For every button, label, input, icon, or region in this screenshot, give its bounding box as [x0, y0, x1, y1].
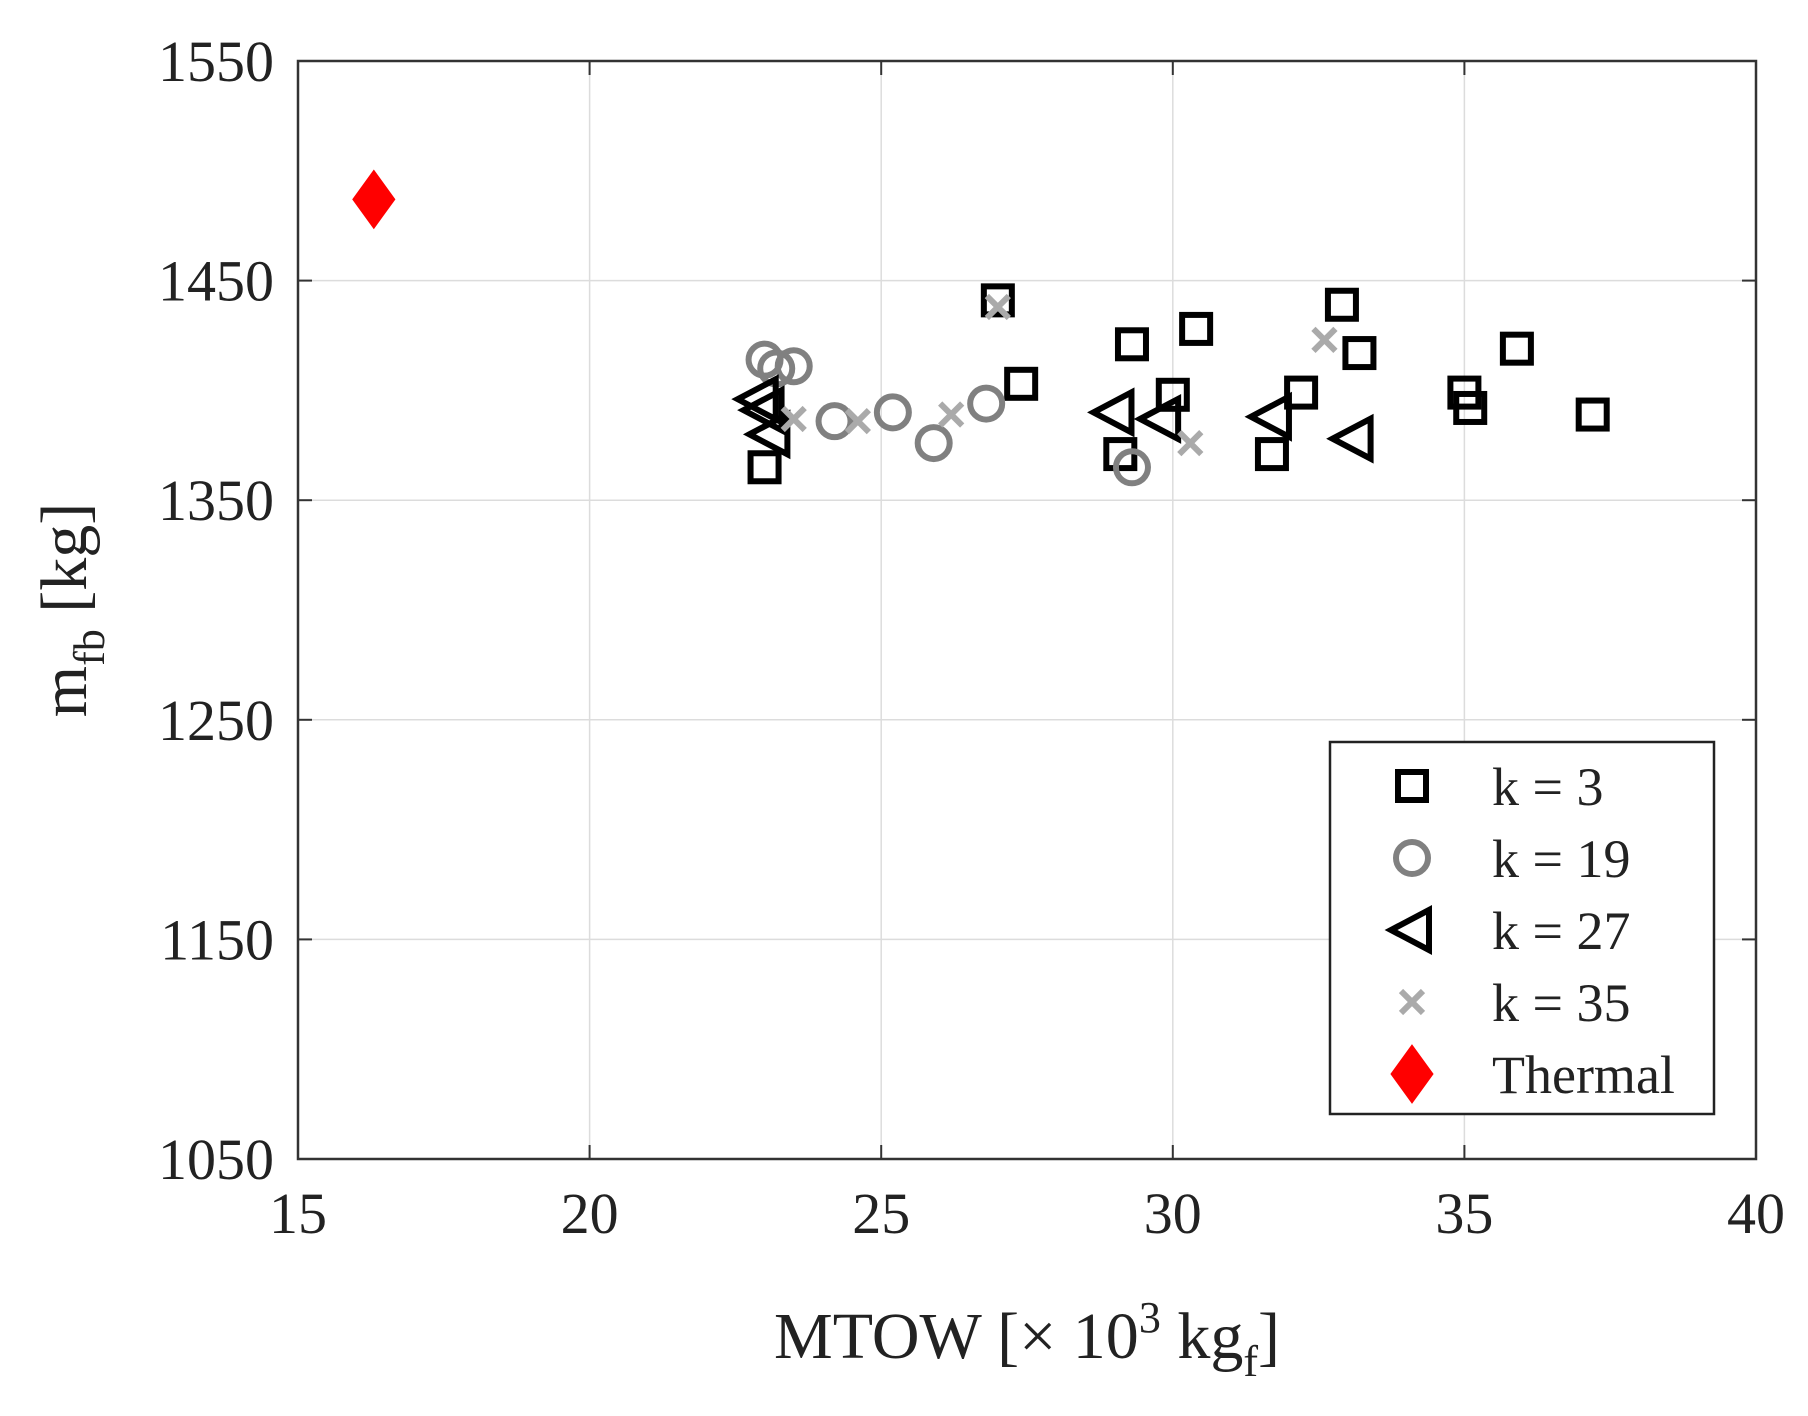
data-point-square [1155, 377, 1190, 412]
series-group [352, 169, 396, 230]
data-points [352, 169, 1610, 487]
legend-marker-x [1398, 988, 1426, 1016]
legend-marker-triangle-left [1384, 905, 1432, 955]
legend-item: k = 35 [1398, 973, 1630, 1033]
data-point-triangle-left [731, 374, 779, 425]
data-point-square [1324, 287, 1359, 322]
data-point-square [747, 450, 782, 485]
data-point-circle [873, 393, 912, 432]
data-point-square [1499, 331, 1534, 366]
data-point-triangle-left [742, 409, 791, 460]
legend-item: Thermal [1390, 1044, 1675, 1105]
data-point-square [1453, 390, 1488, 425]
legend-label: Thermal [1492, 1045, 1675, 1105]
data-point-x [984, 293, 1011, 321]
data-point-square [1342, 336, 1377, 371]
legend-item: k = 27 [1384, 901, 1630, 961]
series-group [747, 283, 1610, 485]
data-point-x [938, 401, 965, 428]
data-point-circle [967, 384, 1006, 423]
legend: k = 3 k = 19 k = 27 k = 35 Thermal [1328, 740, 1716, 1116]
legend-label: k = 27 [1492, 901, 1630, 961]
legend-item: k = 19 [1393, 829, 1630, 889]
axis-ticks: 15 20 25 30 35 40 1050 1150 1250 1350 1450 1550 [158, 29, 1785, 1246]
data-point-x [1177, 429, 1204, 457]
data-point-circle [1112, 448, 1151, 487]
legend-label: k = 3 [1492, 757, 1603, 817]
data-point-triangle-left [1326, 413, 1374, 464]
data-point-square [1179, 311, 1214, 346]
legend-marker-circle [1393, 839, 1431, 877]
series-group [745, 340, 1151, 487]
x-tick-label: 20 [561, 1181, 619, 1246]
data-point-square [1254, 437, 1289, 472]
data-point-square [1004, 366, 1039, 401]
plot-area-frame [296, 59, 1758, 1161]
data-point-circle [815, 402, 854, 441]
data-point-triangle-left [1133, 393, 1182, 444]
data-point-circle [914, 424, 953, 463]
legend-label: k = 19 [1492, 829, 1630, 889]
x-tick-label: 15 [269, 1181, 327, 1246]
data-point-triangle-left [1087, 387, 1135, 438]
x-tick-label: 35 [1435, 1181, 1493, 1246]
series-group [731, 374, 1374, 464]
data-point-square [1575, 397, 1610, 432]
data-point-square [1284, 375, 1319, 410]
legend-marker-square [1395, 769, 1429, 803]
x-tick-label: 25 [852, 1181, 910, 1246]
data-point-square [980, 283, 1015, 318]
data-point-square [1114, 327, 1149, 362]
y-tick-label: 1350 [158, 468, 274, 533]
data-point-triangle-left [1244, 391, 1292, 442]
y-tick-label: 1550 [158, 29, 274, 94]
series-group [780, 293, 1338, 457]
y-tick-label: 1050 [158, 1127, 274, 1192]
legend-marker-diamond [1390, 1044, 1434, 1104]
x-tick-label: 40 [1727, 1181, 1785, 1246]
data-point-x [844, 408, 871, 435]
y-tick-label: 1150 [160, 907, 274, 972]
data-point-x [780, 405, 807, 433]
data-point-diamond [352, 169, 396, 230]
legend-label: k = 35 [1492, 973, 1630, 1033]
data-point-x [1311, 326, 1338, 354]
y-tick-label: 1250 [158, 688, 274, 753]
data-point-circle [774, 347, 813, 386]
legend-item: k = 3 [1395, 757, 1603, 817]
y-axis-title: mfb [kg] [28, 503, 114, 717]
x-axis-title: MTOW [× 103 kgf] [774, 1293, 1280, 1386]
x-tick-label: 30 [1144, 1181, 1202, 1246]
y-tick-label: 1450 [158, 249, 274, 314]
